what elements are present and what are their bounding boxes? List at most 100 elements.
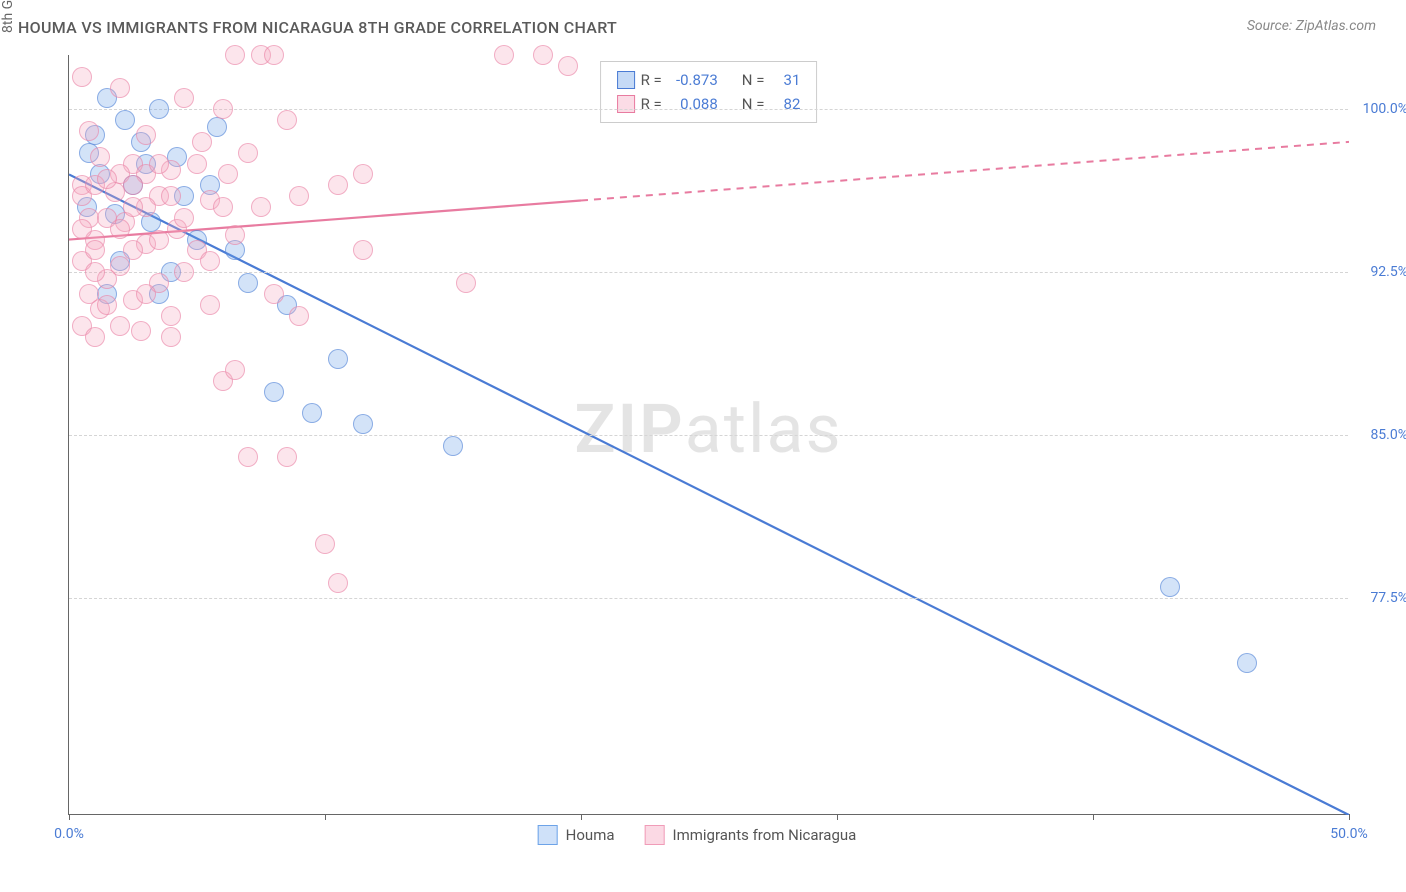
gridline-h xyxy=(69,435,1348,436)
chart-title: HOUMA VS IMMIGRANTS FROM NICARAGUA 8TH G… xyxy=(18,18,617,37)
n-value: 31 xyxy=(770,68,800,92)
legend-item: Houma xyxy=(538,825,615,845)
data-point xyxy=(115,110,135,130)
data-point xyxy=(494,45,514,65)
legend-label: Immigrants from Nicaragua xyxy=(673,826,857,844)
data-point xyxy=(289,186,309,206)
gridline-h xyxy=(69,598,1348,599)
x-tick-label: 50.0% xyxy=(1330,826,1368,842)
data-point xyxy=(90,147,110,167)
n-label: N = xyxy=(742,92,765,116)
data-point xyxy=(443,436,463,456)
data-point xyxy=(277,110,297,130)
chart-header: HOUMA VS IMMIGRANTS FROM NICARAGUA 8TH G… xyxy=(0,0,1406,45)
r-value: -0.873 xyxy=(668,68,718,92)
n-value: 82 xyxy=(770,92,800,116)
data-point xyxy=(277,447,297,467)
data-point xyxy=(174,262,194,282)
trend-line-solid xyxy=(69,174,1349,815)
data-point xyxy=(97,295,117,315)
data-point xyxy=(192,132,212,152)
data-point xyxy=(533,45,553,65)
data-point xyxy=(149,154,169,174)
data-point xyxy=(353,240,373,260)
legend-swatch xyxy=(617,71,635,89)
data-point xyxy=(149,230,169,250)
legend-swatch xyxy=(538,825,558,845)
data-point xyxy=(225,45,245,65)
trend-line-dashed xyxy=(581,142,1349,201)
series-legend: Houma Immigrants from Nicaragua xyxy=(538,825,857,845)
data-point xyxy=(238,143,258,163)
data-point xyxy=(149,99,169,119)
x-tick xyxy=(1349,814,1350,820)
data-point xyxy=(79,121,99,141)
legend-swatch xyxy=(645,825,665,845)
data-point xyxy=(85,240,105,260)
data-point xyxy=(187,154,207,174)
data-point xyxy=(218,164,238,184)
y-axis-label: 8th Grade xyxy=(0,0,16,33)
gridline-h xyxy=(69,272,1348,273)
x-tick xyxy=(1093,814,1094,820)
y-tick-label: 92.5% xyxy=(1370,264,1406,280)
data-point xyxy=(1237,653,1257,673)
data-point xyxy=(136,284,156,304)
data-point xyxy=(1160,577,1180,597)
data-point xyxy=(456,273,476,293)
data-point xyxy=(161,327,181,347)
data-point xyxy=(97,169,117,189)
r-label: R = xyxy=(641,92,662,116)
data-point xyxy=(85,327,105,347)
data-point xyxy=(85,262,105,282)
data-point xyxy=(264,284,284,304)
data-point xyxy=(207,117,227,137)
correlation-legend: R = -0.873 N =31R =0.088N =82 xyxy=(600,61,818,123)
y-tick-label: 77.5% xyxy=(1370,590,1406,606)
data-point xyxy=(213,99,233,119)
data-point xyxy=(238,273,258,293)
data-point xyxy=(289,306,309,326)
data-point xyxy=(315,534,335,554)
data-point xyxy=(72,219,92,239)
r-label: R = xyxy=(641,68,662,92)
chart-source: Source: ZipAtlas.com xyxy=(1247,18,1376,37)
data-point xyxy=(123,175,143,195)
x-tick xyxy=(837,814,838,820)
x-tick xyxy=(581,814,582,820)
x-tick xyxy=(325,814,326,820)
legend-row: R =0.088N =82 xyxy=(617,92,801,116)
data-point xyxy=(328,573,348,593)
data-point xyxy=(353,414,373,434)
plot-region: ZIPatlas R =-0.873N =31R =0.088N =82 77.… xyxy=(68,55,1348,815)
data-point xyxy=(225,360,245,380)
data-point xyxy=(110,78,130,98)
data-point xyxy=(110,219,130,239)
data-point xyxy=(353,164,373,184)
data-point xyxy=(123,197,143,217)
data-point xyxy=(213,197,233,217)
y-tick-label: 100.0% xyxy=(1363,101,1406,117)
data-point xyxy=(174,88,194,108)
data-point xyxy=(131,321,151,341)
data-point xyxy=(110,316,130,336)
data-point xyxy=(238,447,258,467)
legend-swatch xyxy=(617,95,635,113)
source-link[interactable]: ZipAtlas.com xyxy=(1296,18,1376,34)
legend-item: Immigrants from Nicaragua xyxy=(645,825,857,845)
data-point xyxy=(251,197,271,217)
data-point xyxy=(302,403,322,423)
data-point xyxy=(558,56,578,76)
gridline-h xyxy=(69,109,1348,110)
data-point xyxy=(200,295,220,315)
legend-row: R = -0.873 N =31 xyxy=(617,68,801,92)
y-tick-label: 85.0% xyxy=(1370,427,1406,443)
data-point xyxy=(161,306,181,326)
legend-label: Houma xyxy=(566,826,615,844)
data-point xyxy=(328,349,348,369)
data-point xyxy=(264,45,284,65)
data-point xyxy=(174,208,194,228)
n-label: N = xyxy=(742,68,765,92)
data-point xyxy=(225,225,245,245)
x-tick xyxy=(69,814,70,820)
